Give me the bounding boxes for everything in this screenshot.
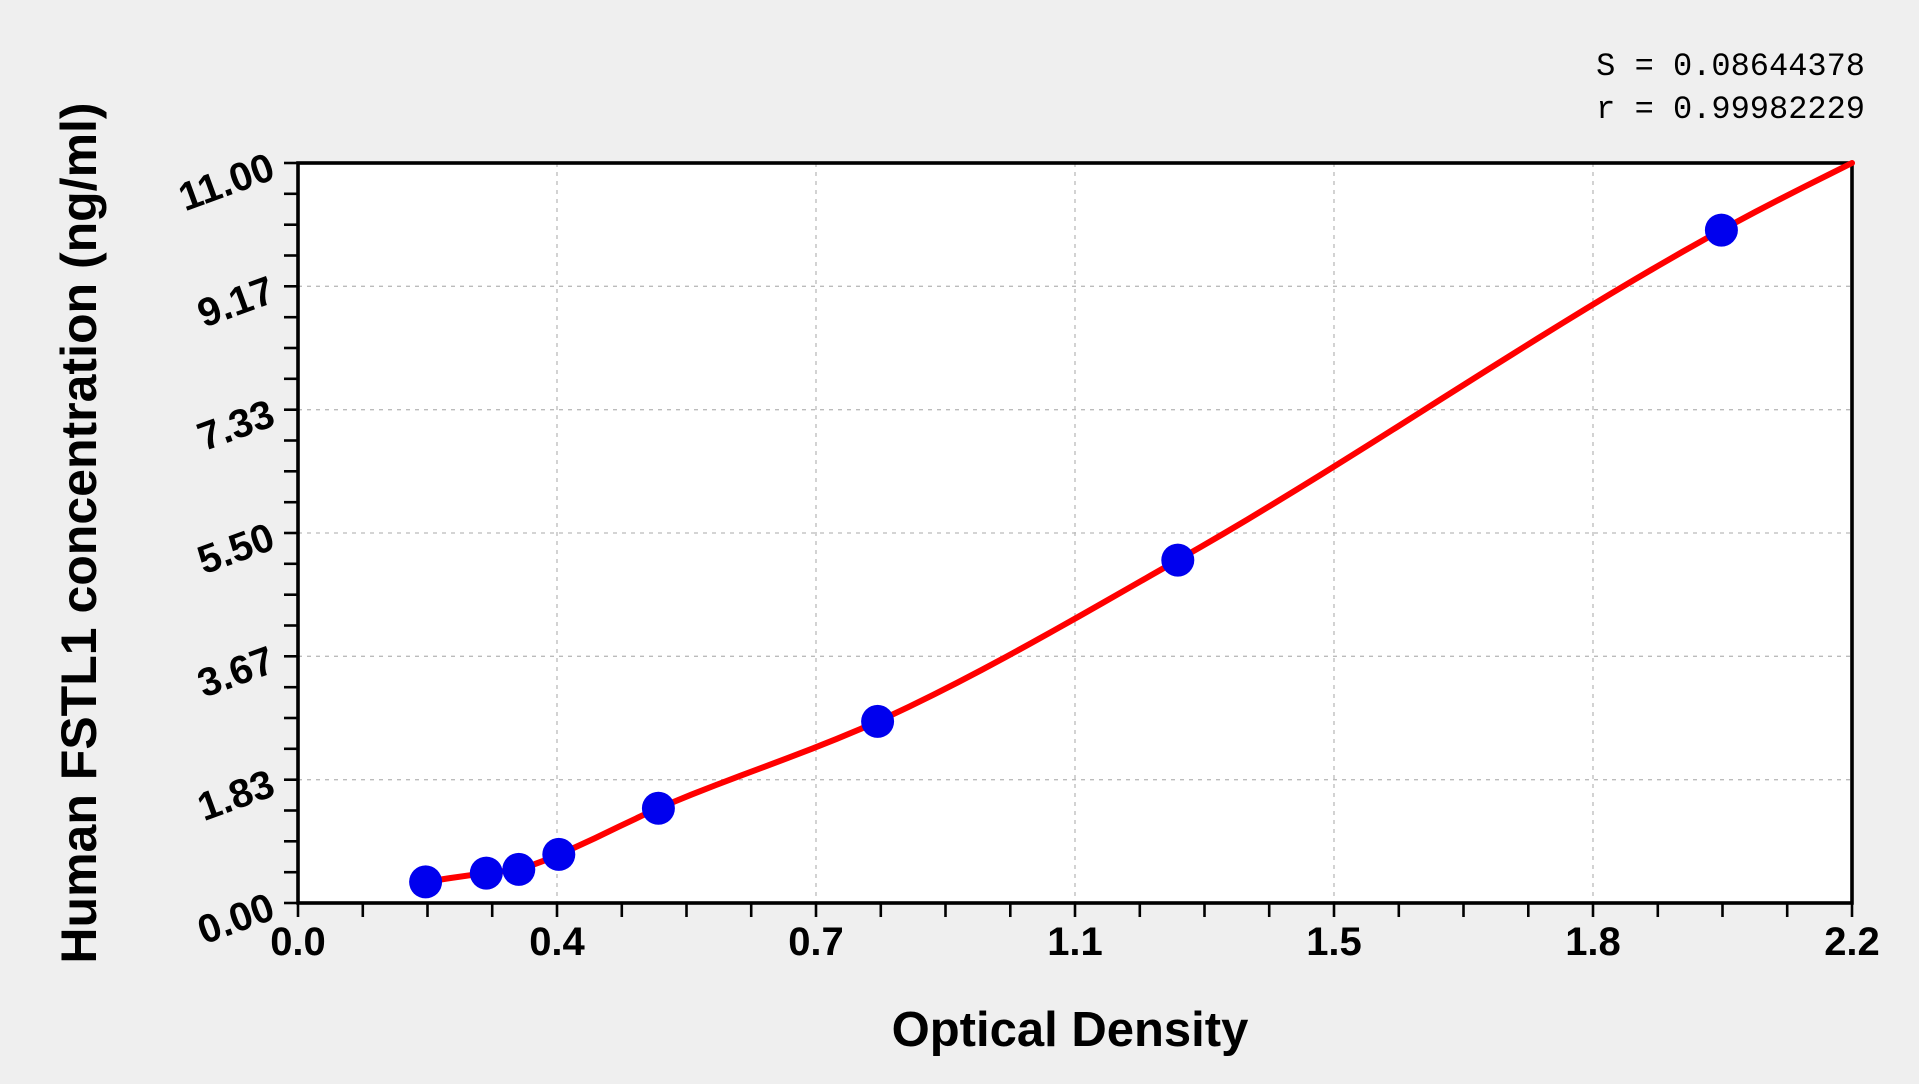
svg-text:2.2: 2.2 — [1824, 920, 1880, 964]
svg-text:1.1: 1.1 — [1047, 920, 1103, 964]
svg-text:0.7: 0.7 — [788, 920, 844, 964]
svg-text:r = 0.99982229: r = 0.99982229 — [1596, 91, 1865, 128]
svg-text:1.5: 1.5 — [1306, 920, 1362, 964]
svg-text:S = 0.08644378: S = 0.08644378 — [1596, 48, 1865, 85]
svg-text:0.4: 0.4 — [529, 920, 585, 964]
svg-text:1.8: 1.8 — [1565, 920, 1621, 964]
svg-text:Human FSTL1 concentration (ng/: Human FSTL1 concentration (ng/ml) — [51, 102, 107, 963]
svg-text:Optical Density: Optical Density — [892, 1003, 1249, 1057]
